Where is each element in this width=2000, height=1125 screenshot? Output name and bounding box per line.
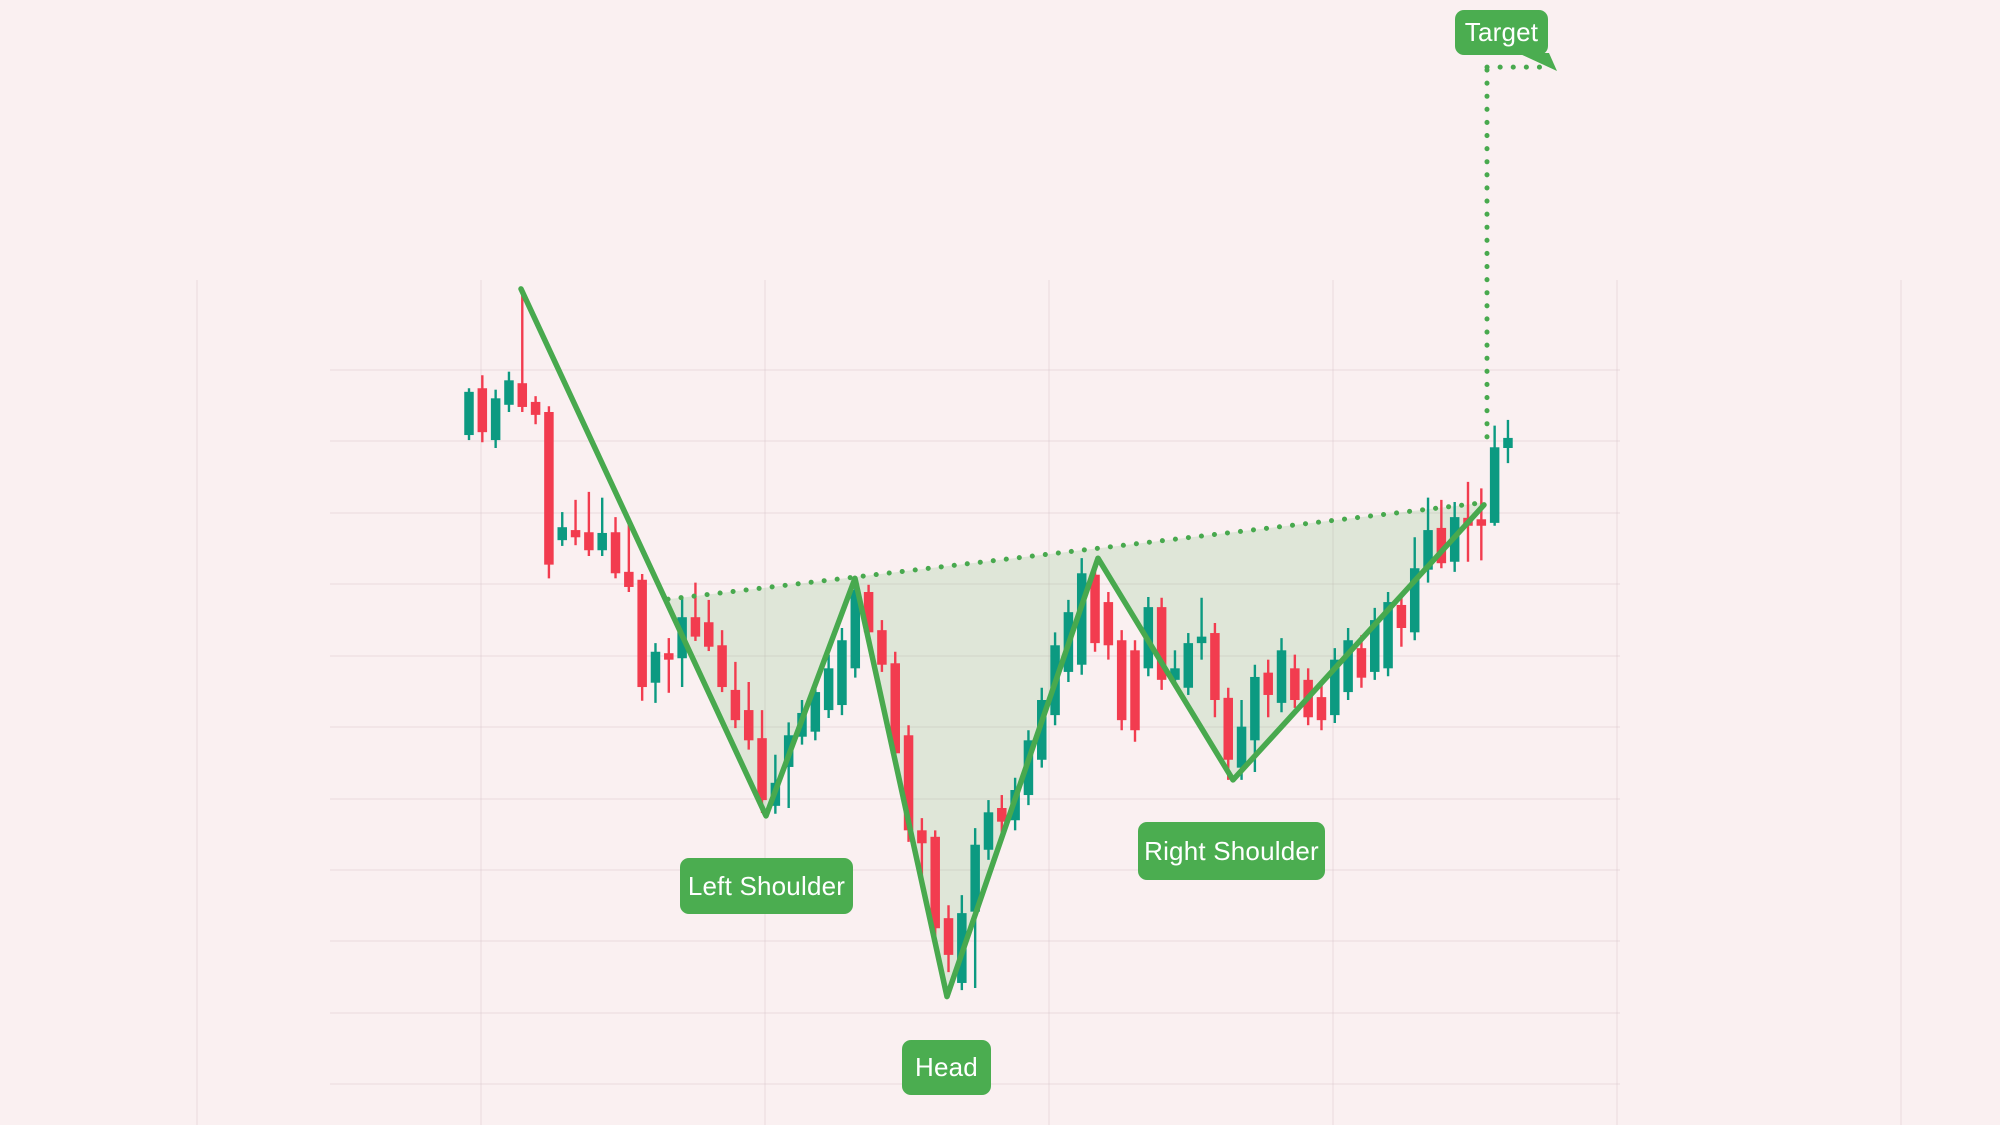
label-left-shoulder-text: Left Shoulder: [687, 870, 846, 901]
label-target-text: Target: [1464, 17, 1539, 47]
label-right-shoulder-text: Right Shoulder: [1144, 835, 1319, 866]
label-left-shoulder: Left Shoulder: [680, 858, 853, 914]
label-target: Target: [1455, 10, 1548, 55]
label-head: Head: [902, 1040, 991, 1095]
label-right-shoulder: Right Shoulder: [1138, 822, 1325, 880]
label-head-text: Head: [915, 1052, 978, 1082]
